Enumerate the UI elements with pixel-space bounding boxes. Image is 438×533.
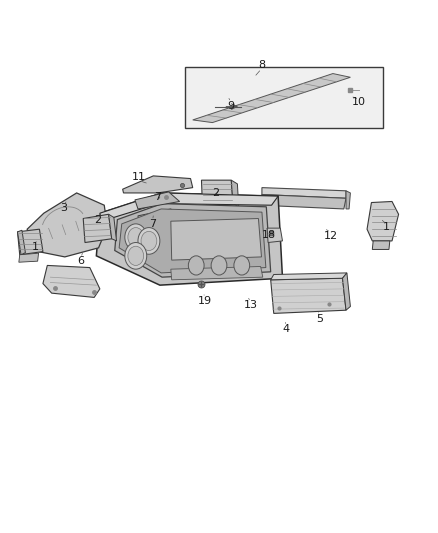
Polygon shape: [27, 193, 107, 257]
Text: 1: 1: [383, 222, 390, 232]
Polygon shape: [206, 204, 224, 211]
Text: 10: 10: [352, 98, 366, 107]
Polygon shape: [271, 273, 347, 280]
Circle shape: [138, 228, 160, 254]
Polygon shape: [193, 74, 350, 123]
Text: 13: 13: [244, 301, 258, 310]
Polygon shape: [271, 278, 346, 313]
Text: 1: 1: [32, 243, 39, 252]
Polygon shape: [343, 273, 350, 310]
Text: 18: 18: [261, 230, 276, 239]
Circle shape: [125, 243, 147, 269]
Polygon shape: [100, 193, 278, 221]
Text: 7: 7: [154, 192, 161, 202]
Polygon shape: [346, 191, 350, 209]
Polygon shape: [372, 241, 390, 249]
Text: 8: 8: [258, 60, 265, 70]
Text: 3: 3: [60, 203, 67, 213]
Circle shape: [211, 256, 227, 275]
Polygon shape: [18, 229, 43, 255]
Polygon shape: [138, 209, 179, 225]
Text: 11: 11: [132, 172, 146, 182]
Polygon shape: [43, 265, 100, 297]
Text: 2: 2: [212, 188, 219, 198]
Text: 2: 2: [94, 215, 101, 225]
Text: 4: 4: [283, 325, 290, 334]
Polygon shape: [262, 188, 346, 198]
Polygon shape: [83, 214, 112, 243]
Polygon shape: [18, 230, 25, 255]
Polygon shape: [267, 228, 283, 243]
Text: 19: 19: [198, 296, 212, 306]
Polygon shape: [109, 214, 117, 241]
Polygon shape: [96, 193, 283, 285]
Circle shape: [125, 224, 147, 251]
Polygon shape: [19, 253, 39, 262]
Circle shape: [141, 231, 157, 251]
Polygon shape: [231, 180, 239, 207]
Text: 12: 12: [324, 231, 338, 240]
Polygon shape: [201, 180, 233, 204]
Circle shape: [234, 256, 250, 275]
Polygon shape: [171, 266, 263, 280]
Polygon shape: [123, 176, 193, 193]
Circle shape: [128, 246, 144, 265]
Polygon shape: [260, 195, 346, 209]
Polygon shape: [171, 219, 261, 260]
Polygon shape: [135, 192, 180, 209]
Polygon shape: [115, 204, 271, 277]
Text: 7: 7: [149, 219, 156, 229]
Text: 9: 9: [227, 101, 234, 110]
Text: 5: 5: [316, 314, 323, 324]
Circle shape: [128, 228, 144, 247]
Circle shape: [188, 256, 204, 275]
Polygon shape: [119, 209, 266, 273]
Polygon shape: [185, 67, 383, 128]
Polygon shape: [367, 201, 399, 241]
Text: 6: 6: [78, 256, 85, 266]
